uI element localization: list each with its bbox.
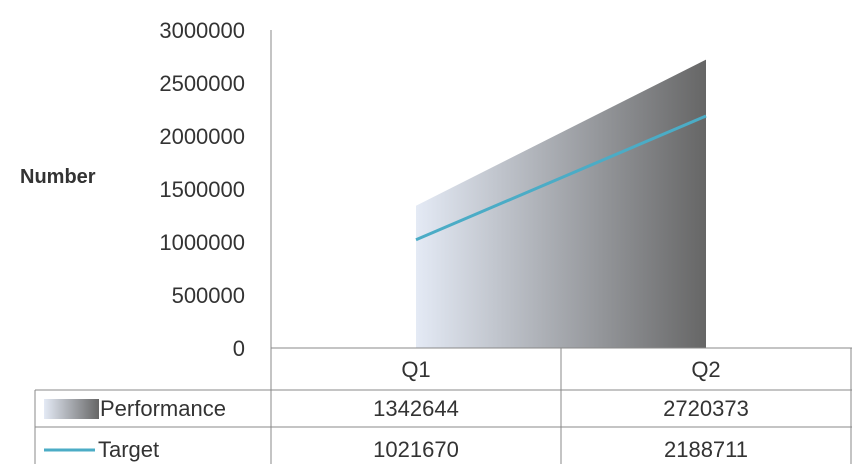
category-label-q2: Q2	[691, 357, 720, 382]
y-tick-label-6: 3000000	[159, 18, 245, 43]
y-tick-label-3: 1500000	[159, 177, 245, 202]
data-table	[34, 347, 852, 464]
plot-area	[415, 59, 707, 348]
performance-legend-label: Performance	[100, 396, 226, 421]
y-tick-label-1: 500000	[172, 283, 245, 308]
y-tick-label-2: 1000000	[159, 230, 245, 255]
y-tick-labels: 0 500000 1000000 1500000 2000000 2500000 30000…	[159, 18, 245, 361]
y-axis-label: Number	[20, 166, 96, 188]
y-tick-label-5: 2500000	[159, 71, 245, 96]
target-line	[415, 114, 707, 242]
target-legend-label: Target	[98, 437, 159, 462]
y-tick-label-0: 0	[233, 336, 245, 361]
y-tick-label-4: 2000000	[159, 124, 245, 149]
performance-area	[416, 59, 706, 348]
performance-value-q2: 2720373	[663, 396, 749, 421]
performance-value-q1: 1342644	[373, 396, 459, 421]
category-label-q1: Q1	[401, 357, 430, 382]
performance-legend-swatch	[44, 399, 99, 419]
target-value-q2: 2188711	[664, 437, 748, 462]
target-value-q1: 1021670	[373, 437, 459, 462]
